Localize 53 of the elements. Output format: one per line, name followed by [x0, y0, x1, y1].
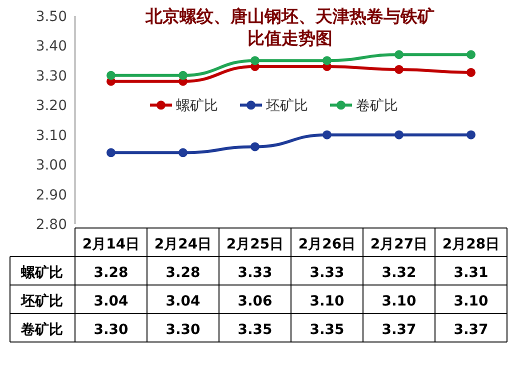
point — [178, 148, 188, 158]
point — [322, 130, 332, 140]
data-label: 3.35 — [310, 322, 344, 338]
x-tick-label: 2月24日 — [154, 236, 212, 252]
data-label: 3.10 — [382, 293, 417, 310]
y-tick-label: 3.30 — [36, 68, 67, 84]
x-tick-label: 2月26日 — [298, 236, 356, 252]
legend-label: 坯矿比 — [265, 98, 308, 114]
point — [250, 56, 260, 66]
text: 卷矿比 — [21, 322, 63, 338]
point — [106, 148, 116, 158]
point — [394, 50, 404, 60]
x-tick-label: 2月25日 — [226, 236, 284, 252]
point — [394, 130, 404, 140]
point — [466, 50, 476, 60]
point — [250, 142, 260, 152]
data-label: 3.35 — [238, 322, 272, 338]
y-tick-label: 3.00 — [36, 158, 67, 174]
legend-label: 螺矿比 — [176, 98, 218, 114]
data-label: 3.10 — [454, 293, 489, 310]
point — [322, 56, 332, 66]
data-label: 3.37 — [454, 322, 488, 338]
data-label: 3.06 — [238, 293, 272, 310]
text: 螺矿比 — [21, 264, 63, 281]
data-label: 3.28 — [94, 264, 128, 281]
point — [178, 70, 188, 80]
y-tick-label: 2.90 — [36, 187, 67, 204]
y-tick-label: 3.40 — [36, 38, 67, 55]
point — [394, 64, 404, 74]
x-tick-label: 2月14日 — [82, 236, 140, 252]
data-label: 3.33 — [238, 264, 272, 281]
point — [106, 70, 116, 80]
data-label: 3.04 — [94, 293, 129, 310]
data-label: 3.31 — [454, 264, 488, 281]
text: 坯矿比 — [21, 293, 63, 310]
chart-title: 北京螺纹、唐山钢坯、天津热卷与铁矿比值走势图 — [144, 7, 434, 49]
x-tick-label: 2月28日 — [442, 236, 500, 252]
x-tick-label: 2月27日 — [370, 236, 428, 252]
data-label: 3.10 — [310, 293, 345, 310]
data-label: 3.30 — [94, 322, 129, 338]
y-tick-label: 3.50 — [36, 9, 67, 25]
data-label: 3.28 — [166, 264, 200, 281]
data-label: 3.32 — [382, 264, 416, 281]
data-label: 3.04 — [166, 293, 201, 310]
point — [466, 130, 476, 140]
data-label: 3.33 — [310, 264, 344, 281]
point — [466, 68, 476, 77]
data-label: 3.30 — [166, 322, 201, 338]
y-tick-label: 2.80 — [36, 217, 67, 233]
y-tick-label: 3.20 — [36, 98, 67, 114]
y-tick-label: 3.10 — [36, 128, 67, 144]
legend-label: 卷矿比 — [356, 98, 398, 114]
data-label: 3.37 — [382, 322, 416, 338]
